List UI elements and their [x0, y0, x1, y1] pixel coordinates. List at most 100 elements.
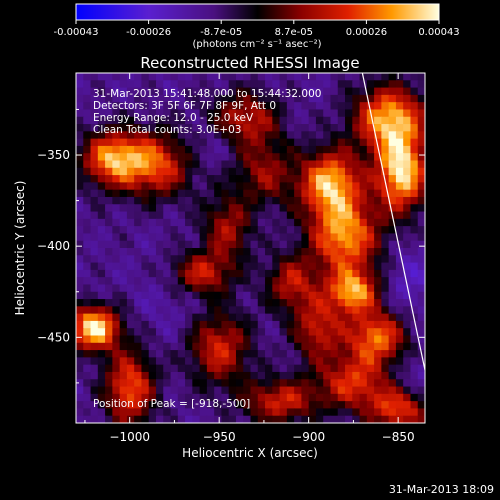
heatmap-cell [388, 182, 397, 191]
heatmap-cell [374, 364, 382, 373]
heatmap-cell [279, 284, 288, 293]
heatmap-cell [163, 218, 172, 227]
heatmap-cell [345, 299, 353, 307]
heatmap-cell [235, 189, 244, 198]
heatmap-cell [199, 240, 208, 249]
heatmap-cell [199, 211, 208, 220]
heatmap-cell [257, 226, 266, 235]
heatmap-cell [97, 189, 106, 198]
heatmap-cell [381, 87, 390, 96]
heatmap-cell [301, 211, 310, 220]
heatmap-cell [155, 415, 164, 423]
heatmap-cell [243, 255, 252, 264]
heatmap-cell [366, 124, 375, 132]
heatmap-cell [105, 233, 113, 242]
heatmap-cell [366, 145, 375, 154]
heatmap-cell [345, 306, 353, 315]
heatmap-cell [294, 248, 302, 256]
heatmap-cell [301, 80, 310, 89]
heatmap-cell [250, 211, 259, 220]
heatmap-cell [221, 248, 230, 256]
heatmap-cell [323, 80, 332, 89]
heatmap-cell [388, 109, 397, 118]
heatmap-cell [228, 153, 237, 162]
heatmap-cell [315, 218, 324, 227]
heatmap-cell [221, 262, 230, 271]
heatmap-cell [112, 226, 121, 235]
heatmap-cell [185, 233, 193, 242]
heatmap-cell [315, 80, 324, 89]
heatmap-cell [403, 350, 412, 358]
heatmap-cell [83, 277, 92, 286]
heatmap-cell [177, 342, 186, 351]
heatmap-cell [90, 415, 99, 423]
heatmap-cell [272, 306, 281, 315]
heatmap-cell [374, 167, 382, 176]
heatmap-cell [170, 73, 179, 81]
heatmap-cell [170, 379, 179, 388]
heatmap-cell [345, 182, 353, 191]
heatmap-cell [352, 291, 361, 300]
heatmap-cell [214, 248, 223, 256]
heatmap-cell [155, 160, 164, 169]
heatmap-cell [286, 364, 295, 373]
heatmap-cell [141, 124, 150, 132]
heatmap-cell [221, 167, 230, 176]
heatmap-cell [141, 277, 150, 286]
heatmap-cell [366, 306, 375, 315]
heatmap-cell [279, 364, 288, 373]
heatmap-cell [395, 350, 404, 358]
heatmap-cell [272, 415, 281, 423]
heatmap-cell [250, 284, 259, 293]
heatmap-cell [221, 124, 230, 132]
heatmap-cell [76, 218, 84, 227]
heatmap-cell [250, 73, 259, 81]
heatmap-cell [83, 291, 92, 300]
heatmap-cell [417, 415, 425, 423]
heatmap-cell [141, 401, 150, 410]
heatmap-cell [170, 102, 179, 111]
heatmap-cell [105, 401, 113, 410]
heatmap-cell [265, 371, 273, 380]
heatmap-cell [105, 248, 113, 256]
heatmap-cell [199, 357, 208, 366]
heatmap-cell [141, 116, 150, 125]
heatmap-cell [337, 116, 346, 125]
heatmap-cell [417, 226, 425, 235]
heatmap-cell [308, 124, 317, 132]
heatmap-cell [381, 291, 390, 300]
heatmap-cell [170, 357, 179, 366]
heatmap-cell [352, 299, 361, 307]
heatmap-cell [417, 218, 425, 227]
heatmap-cell [395, 80, 404, 89]
heatmap-cell [235, 284, 244, 293]
heatmap-cell [235, 350, 244, 358]
heatmap-cell [119, 255, 128, 264]
heatmap-cell [148, 269, 157, 278]
heatmap-cell [345, 145, 353, 154]
heatmap-cell [112, 306, 121, 315]
heatmap-cell [388, 240, 397, 249]
heatmap-cell [323, 145, 332, 154]
heatmap-cell [374, 226, 382, 235]
heatmap-cell [192, 393, 201, 402]
heatmap-cell [235, 379, 244, 388]
heatmap-cell [170, 138, 179, 147]
heatmap-cell [410, 299, 419, 307]
heatmap-cell [395, 124, 404, 132]
heatmap-cell [395, 284, 404, 293]
heatmap-cell [286, 182, 295, 191]
heatmap-cell [206, 102, 215, 111]
heatmap-cell [352, 131, 361, 140]
heatmap-cell [366, 401, 375, 410]
heatmap-cell [403, 87, 412, 96]
heatmap-cell [214, 116, 223, 125]
heatmap-cell [388, 313, 397, 322]
heatmap-cell [76, 269, 84, 278]
heatmap-cell [345, 386, 353, 395]
heatmap-cell [119, 328, 128, 337]
heatmap-cell [374, 335, 382, 344]
heatmap-cell [148, 116, 157, 125]
heatmap-cell [359, 175, 368, 183]
heatmap-cell [228, 291, 237, 300]
